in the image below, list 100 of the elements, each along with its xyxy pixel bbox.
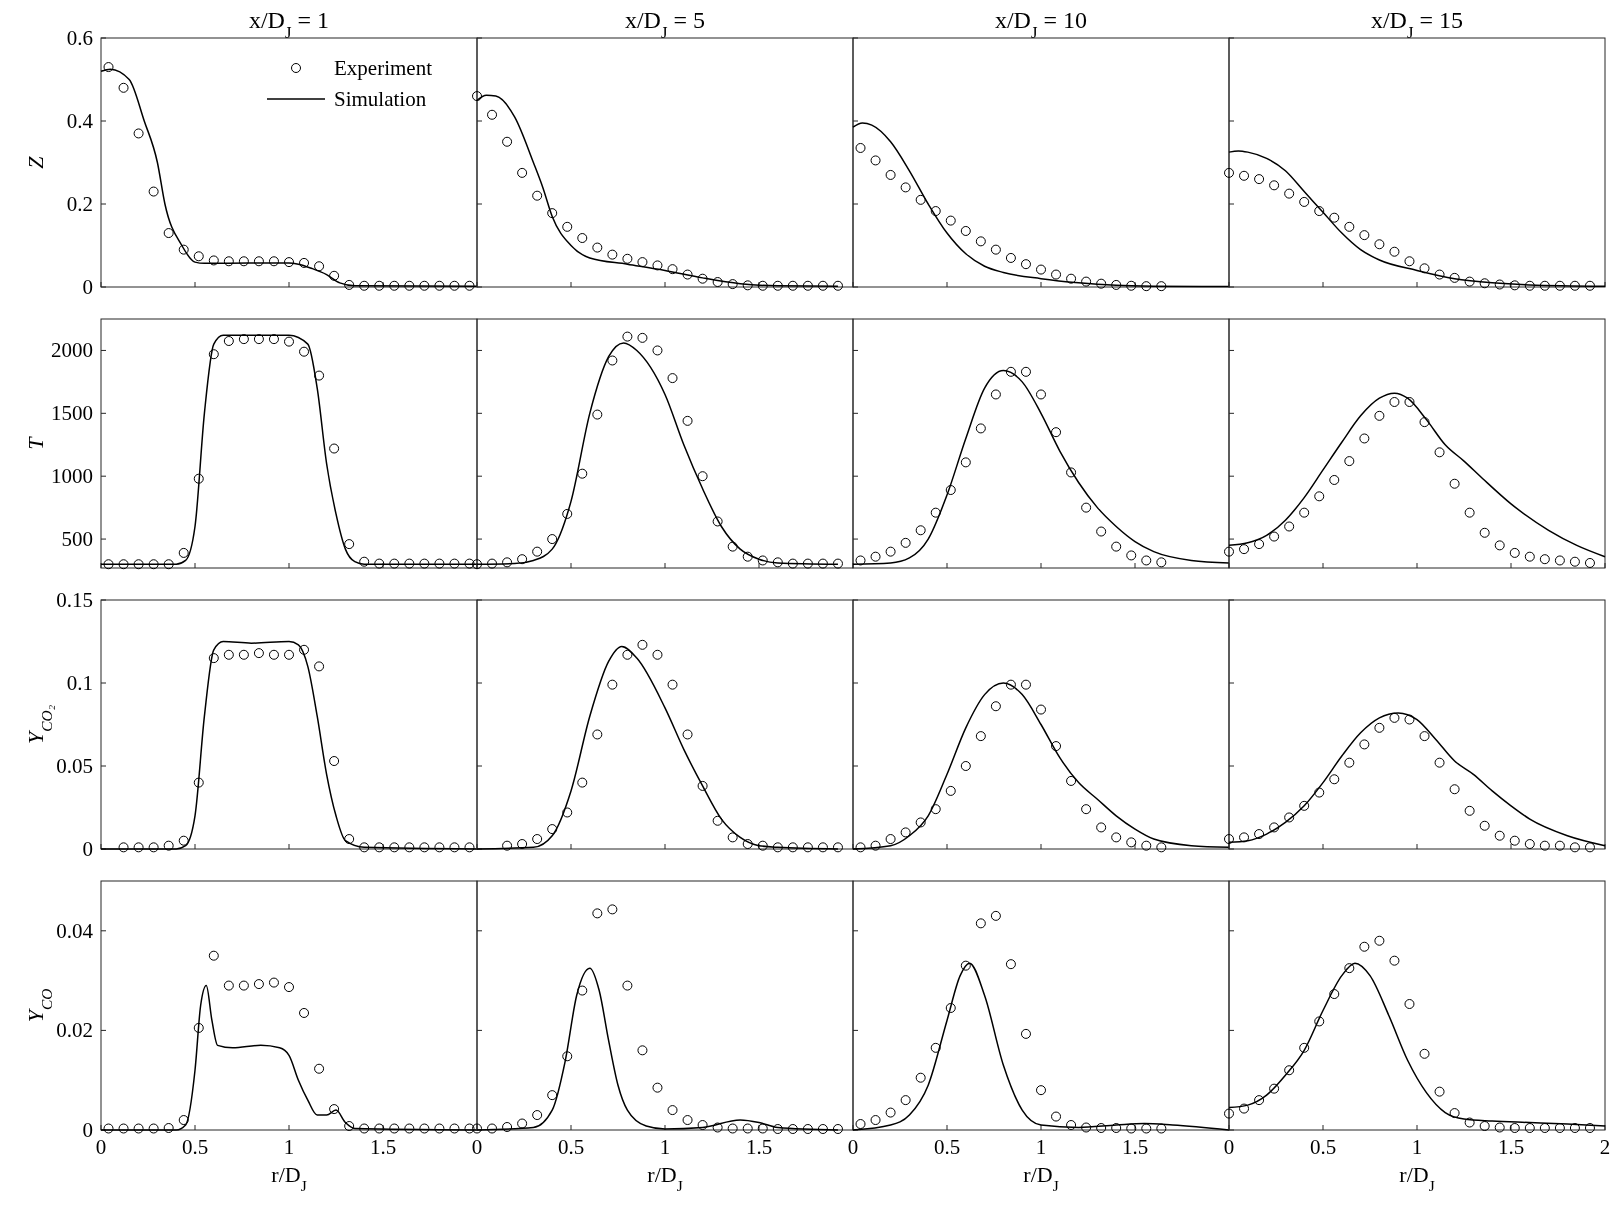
point [1524,551,1535,562]
point [1344,456,1355,467]
point [1111,1123,1122,1134]
point [118,842,129,853]
point [1269,1083,1280,1094]
point [832,842,843,853]
point [359,1123,370,1134]
point [1036,264,1046,275]
point [472,1123,482,1134]
point [118,1123,129,1134]
point [1239,544,1250,555]
point [517,1118,528,1129]
point [419,1123,430,1134]
point [1141,840,1152,851]
point [1524,1123,1535,1134]
point [547,824,558,835]
point [1344,757,1355,768]
point [1020,679,1031,690]
point [517,554,528,565]
point [223,649,234,660]
point [1314,787,1325,798]
point [1374,410,1385,421]
point [1284,188,1295,199]
chart-title: x/D$_{J}$ = 1 [248,7,330,42]
point [930,507,941,518]
point [1111,279,1122,290]
x-axis-title: r/D$_{J}$ [1023,1162,1059,1194]
point [1539,554,1550,565]
x-tick-label: 0.5 [1309,1135,1337,1159]
point [1156,557,1167,568]
point [1111,832,1122,843]
point [697,780,708,791]
point [930,1042,941,1053]
point [374,842,385,853]
point [163,840,174,851]
point [1554,555,1565,566]
point [1389,246,1400,257]
point [1464,1117,1475,1128]
point [742,551,753,562]
point [103,62,114,73]
point [404,842,415,853]
point [502,840,513,851]
point [1374,935,1385,946]
point [1141,1123,1152,1134]
point [502,136,513,147]
point [1314,491,1325,502]
point [1389,712,1400,723]
point [1096,526,1107,537]
y-tick-label: 0.4 [66,109,94,133]
point [1005,252,1016,263]
point [637,257,648,268]
point [930,804,941,815]
point [404,280,415,291]
point [502,557,513,568]
point [1224,1108,1234,1119]
point [652,260,663,271]
point [1284,1065,1295,1076]
point [1051,741,1062,752]
point [359,842,370,853]
point [148,1123,159,1134]
point [945,215,956,226]
point [1479,1121,1490,1132]
point [434,1123,445,1134]
point [547,534,558,545]
point [329,756,340,767]
point [577,985,588,996]
point [1389,397,1400,407]
point [344,834,355,845]
x-tick-label: 1 [283,1135,295,1159]
point [1449,784,1460,795]
y-tick-label: 1500 [51,401,93,426]
point [1051,427,1062,438]
point [1020,259,1031,270]
point [1066,273,1077,284]
point [1449,272,1460,283]
point [1036,389,1046,400]
x-tick-label: 1.5 [745,1135,773,1159]
point [1126,837,1137,848]
point [1524,280,1535,291]
point [652,1082,663,1093]
point [727,1123,738,1134]
point [637,332,648,343]
point [1081,502,1092,513]
point [449,558,460,569]
point [802,842,813,853]
point [284,257,294,268]
point [329,1104,340,1115]
x-axis-title: r/D$_{J}$ [647,1162,683,1194]
point [832,1124,843,1134]
point [1569,280,1580,291]
point [1554,1123,1565,1134]
point [1449,1108,1460,1119]
point [133,128,144,139]
point [562,1051,573,1062]
point [1479,278,1490,289]
y-axis-title: Z [23,155,48,169]
point [1005,679,1016,690]
point [772,280,783,291]
point [1569,1123,1580,1134]
point [208,349,219,360]
